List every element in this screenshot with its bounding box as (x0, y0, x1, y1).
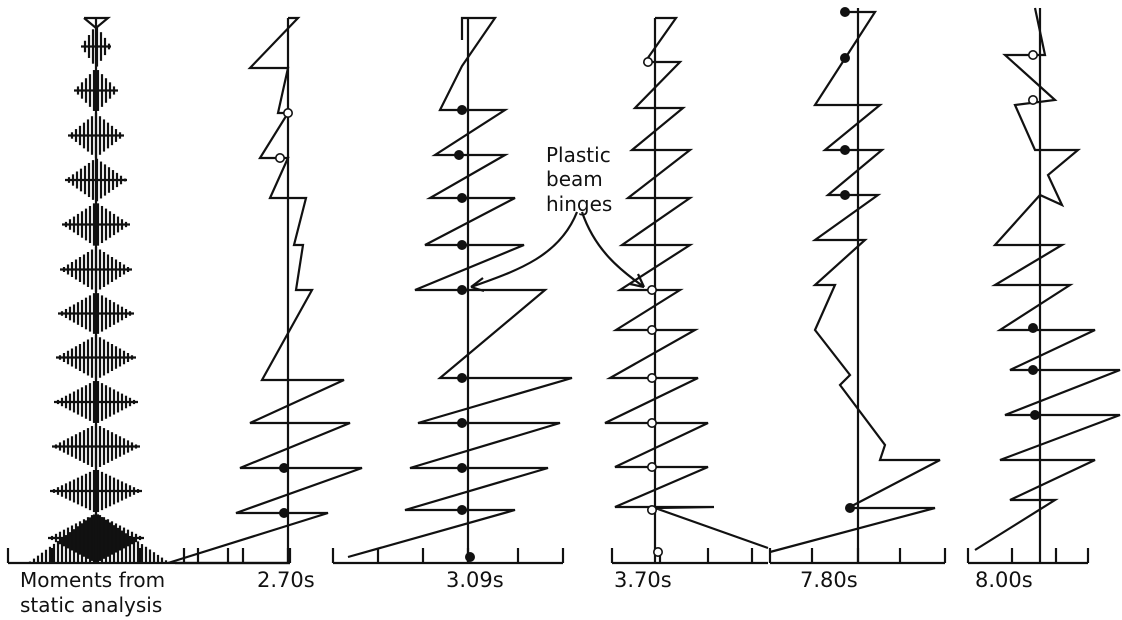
hinge-filled (456, 462, 467, 473)
hinge-filled (1028, 322, 1039, 333)
annotation-arrow-right-head (629, 273, 645, 289)
hinge-open (646, 417, 657, 428)
hinge-annotation-arrows (470, 211, 645, 293)
dynamic-diagram-5 (966, 7, 1121, 565)
static-moment-diagram (6, 16, 292, 565)
hinge-open (652, 546, 663, 557)
annotation-line-1: Plastic (546, 143, 611, 167)
static-label-line-1: Moments from (20, 568, 166, 592)
time-label-1: 2.70s (257, 568, 315, 592)
moment-zigzag (167, 16, 363, 565)
time-label-5: 8.00s (975, 568, 1033, 592)
hinge-open (274, 153, 285, 164)
hinge-open (282, 108, 293, 119)
dynamic-diagram-4 (768, 7, 947, 565)
hinge-filled (839, 145, 850, 156)
hinge-open (1028, 95, 1039, 106)
hinge-filled (1028, 364, 1039, 375)
hinge-filled (839, 52, 850, 63)
time-label-2: 3.09s (446, 568, 504, 592)
static-analysis-label: Moments from static analysis (20, 568, 165, 618)
hinge-filled (456, 284, 467, 295)
hinge-filled (453, 150, 464, 161)
annotation-line-2: beam (546, 167, 603, 192)
moment-zigzag (769, 10, 941, 554)
hinge-filled (844, 502, 855, 513)
time-label-3: 3.70s (614, 568, 672, 592)
static-label-line-2: static analysis (20, 593, 163, 617)
hinge-open (646, 324, 657, 335)
hinge-open (1028, 49, 1039, 60)
dynamic-diagram-3 (604, 16, 769, 565)
dynamic-diagram-1 (167, 16, 363, 565)
dynamic-diagram-2 (331, 16, 573, 565)
hinge-filled (278, 462, 289, 473)
hinge-open (646, 461, 657, 472)
plastic-hinges-annotation: Plastic beam hinges (546, 143, 612, 216)
annotation-arrow-left (470, 211, 579, 289)
hinge-filled (464, 551, 475, 562)
annotation-line-3: hinges (546, 191, 613, 216)
hinge-filled (839, 7, 850, 17)
hinge-open (646, 284, 657, 295)
hinge-filled (456, 417, 467, 428)
dynamic-moment-diagrams (167, 7, 1121, 565)
hinge-filled (456, 105, 467, 116)
hinge-filled (1030, 409, 1041, 420)
hinge-filled (278, 507, 289, 518)
hinge-filled (456, 372, 467, 383)
moment-zigzag (604, 16, 769, 550)
hinge-filled (456, 504, 467, 515)
moment-zigzag (347, 16, 573, 559)
hinge-open (642, 56, 653, 67)
hinge-filled (456, 240, 467, 251)
hinge-filled (456, 193, 467, 204)
hinge-open (646, 504, 657, 515)
annotation-arrow-right (580, 211, 645, 288)
moment-zigzag (974, 7, 1121, 551)
hinge-open (646, 372, 657, 383)
hinge-filled (839, 190, 850, 201)
annotation-arrow-left-head (470, 277, 485, 293)
time-label-4: 7.80s (800, 568, 858, 592)
